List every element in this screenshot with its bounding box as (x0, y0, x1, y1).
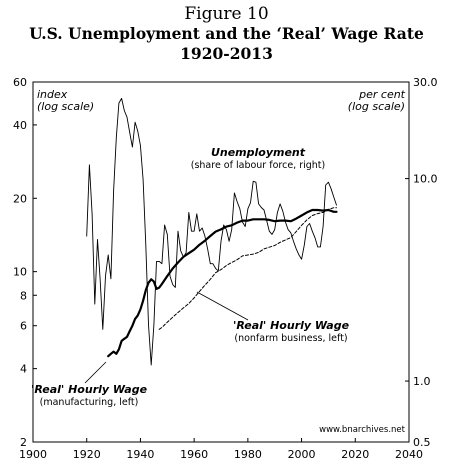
annotation-leader-nonfarm (196, 291, 249, 321)
right-axis-note-line-1: per cent (358, 88, 406, 101)
left-tick-label-10: 10 (13, 266, 27, 279)
x-tick-label-2000: 2000 (288, 448, 316, 461)
chart-title: U.S. Unemployment and the ‘Real’ Wage Ra… (0, 24, 453, 64)
series-unemployment-line (86, 97, 337, 366)
left-tick-label-20: 20 (13, 192, 27, 205)
chart-title-line-1: U.S. Unemployment and the ‘Real’ Wage Ra… (29, 24, 424, 43)
annotation-nonfarm-wage-title: 'Real' Hourly Wage (233, 319, 350, 332)
tick-labels: 1900 1920 1940 1960 1980 2000 2020 204024681020… (13, 76, 438, 461)
figure-label: Figure 10 (184, 4, 269, 24)
annotation-leader-manufacturing (84, 361, 107, 384)
x-tick-label-1900: 1900 (19, 448, 47, 461)
x-tick-label-1920: 1920 (73, 448, 101, 461)
right-axis-note-line-2: (log scale) (348, 100, 405, 113)
x-tick-label-2040: 2040 (395, 448, 423, 461)
right-tick-label-0.5: 0.5 (413, 436, 431, 449)
right-tick-label-10: 10.0 (413, 173, 438, 186)
annotation-manufacturing-wage-subtitle: (manufacturing, left) (40, 397, 139, 408)
annotation-unemployment-subtitle: (share of labour force, right) (191, 160, 325, 171)
left-tick-label-60: 60 (13, 76, 27, 89)
series-lines (86, 97, 338, 366)
annotation-nonfarm-wage-subtitle: (nonfarm business, left) (234, 333, 347, 344)
source-note: www.bnarchives.net (319, 425, 406, 435)
x-tick-label-1960: 1960 (180, 448, 208, 461)
left-tick-label-8: 8 (20, 289, 27, 302)
annotation-unemployment-title: Unemployment (211, 146, 306, 159)
left-axis-note-line-1: index (37, 88, 68, 101)
x-tick-label-1980: 1980 (234, 448, 262, 461)
right-tick-label-1: 1.0 (413, 375, 431, 388)
series-real-wage-nonfarm-line (107, 208, 338, 358)
chart-title-line-2: 1920-2013 (180, 44, 273, 63)
left-tick-label-40: 40 (13, 119, 27, 132)
series-real-wage-manufacturing-line (158, 207, 337, 330)
left-tick-label-4: 4 (20, 363, 27, 376)
left-axis-note-line-2: (log scale) (37, 100, 94, 113)
x-tick-label-1940: 1940 (126, 448, 154, 461)
plot-frame (32, 81, 410, 443)
right-tick-label-30: 30.0 (413, 76, 438, 89)
annotation-manufacturing-wage-title: 'Real' Hourly Wage (31, 383, 148, 396)
x-tick-label-2020: 2020 (341, 448, 369, 461)
left-tick-label-2: 2 (20, 436, 27, 449)
left-tick-label-6: 6 (20, 320, 27, 333)
